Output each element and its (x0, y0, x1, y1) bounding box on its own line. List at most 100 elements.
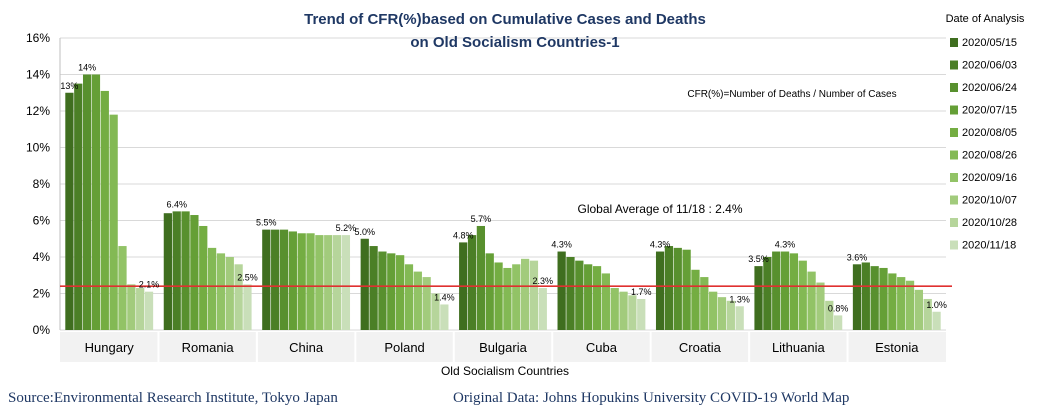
data-label: 4.3% (551, 240, 572, 250)
bar (91, 74, 101, 330)
bar (914, 289, 924, 330)
bar (905, 280, 915, 330)
legend-label: 2020/05/15 (962, 37, 1017, 49)
bar (538, 288, 547, 330)
category-label: Lithuania (772, 340, 826, 355)
x-axis-band (60, 332, 946, 362)
bar (807, 271, 816, 330)
source-note: Source:Environmental Research Institute,… (8, 390, 338, 406)
bar (315, 235, 324, 330)
data-label: 6.4% (166, 199, 187, 209)
bar (216, 253, 226, 330)
bar (225, 257, 234, 330)
bar (709, 291, 718, 330)
bar (628, 295, 637, 330)
data-labels-group: 13%14% 2.1% 6.4% 2.5% 5.5% 5.2%5.0% 1.4% 4.8% 5.… (60, 63, 946, 314)
bars-group (65, 74, 941, 331)
bar (136, 288, 145, 330)
bar (610, 288, 619, 330)
data-label: 4.8% (453, 230, 474, 240)
y-tick-label: 16% (26, 31, 50, 45)
chart-title-line-2: on Old Socialism Countries-1 (410, 34, 619, 51)
y-axis-tick-labels: 0% 2% 4% 6% 8% 10% 12% 14% 16% (26, 31, 50, 337)
bar (780, 251, 790, 330)
bar (494, 262, 503, 330)
legend-item: 2020/05/15 (950, 37, 1017, 49)
y-tick-label: 0% (33, 323, 51, 337)
data-label: 1.7% (631, 287, 652, 297)
legend-item: 2020/08/26 (950, 150, 1017, 162)
bar (682, 249, 691, 330)
y-tick-label: 8% (33, 177, 51, 191)
legend-label: 2020/06/03 (962, 60, 1017, 72)
bar (816, 282, 825, 330)
bar (306, 233, 315, 330)
bar (584, 264, 593, 330)
data-label: 3.6% (847, 252, 868, 262)
legend-swatch (950, 105, 958, 115)
bar (592, 266, 602, 330)
legend-label: 2020/10/28 (962, 217, 1017, 229)
data-label: 4.3% (775, 240, 796, 250)
grid-lines (59, 37, 946, 331)
legend-item: 2020/07/15 (950, 105, 1017, 117)
bar-group-cuba (557, 251, 646, 330)
data-label: 14% (78, 63, 96, 73)
legend-swatch (950, 195, 958, 205)
y-tick-label: 6% (33, 214, 51, 228)
data-label: 3.5% (748, 254, 769, 264)
bar (387, 253, 396, 330)
bar (144, 291, 154, 330)
data-label: 1.0% (926, 300, 947, 310)
bar (422, 277, 431, 330)
x-axis-title: Old Socialism Countries (441, 364, 569, 378)
data-label: 13% (60, 81, 78, 91)
bar (485, 253, 494, 330)
bar (717, 297, 727, 330)
bar-group-romania (163, 211, 252, 330)
bar (852, 264, 862, 330)
bar (288, 231, 297, 330)
bar (181, 211, 190, 330)
bar (655, 251, 665, 330)
category-label: Romania (182, 340, 235, 355)
bar-group-lithuania (754, 251, 843, 330)
bar (297, 233, 306, 330)
bar (279, 229, 289, 330)
data-label: 4.3% (650, 240, 671, 250)
category-label: Cuba (586, 340, 618, 355)
bar (404, 264, 414, 330)
legend-label: 2020/10/07 (962, 195, 1017, 207)
bar (243, 284, 252, 330)
y-tick-label: 14% (26, 68, 50, 82)
bar (118, 246, 127, 330)
legend-item: 2020/10/07 (950, 195, 1017, 207)
bar (82, 74, 92, 330)
legend-item: 2020/06/03 (950, 60, 1017, 72)
bar (601, 273, 610, 330)
data-label: 5.5% (256, 218, 277, 228)
bar (512, 264, 521, 330)
bar (109, 114, 118, 331)
bar (879, 267, 888, 330)
bar (754, 266, 763, 330)
legend-label: 2020/06/24 (962, 82, 1017, 94)
bar (190, 215, 199, 330)
bar (199, 225, 208, 330)
bar (234, 264, 243, 330)
data-label: 5.7% (471, 214, 492, 224)
bar (503, 267, 512, 330)
x-axis: Hungary Romania China Poland Bulgaria Cuba Cro… (60, 332, 946, 362)
cfr-formula-note: CFR(%)=Number of Deaths / Number of Case… (687, 89, 896, 100)
bar (897, 277, 906, 330)
bar (888, 273, 897, 330)
bar (467, 235, 477, 330)
legend-swatch (950, 38, 958, 47)
bar (431, 293, 440, 330)
category-label: Poland (384, 340, 424, 355)
bar (360, 238, 369, 330)
bar (207, 247, 217, 330)
y-tick-label: 12% (26, 104, 50, 118)
bar-group-croatia (655, 246, 744, 330)
y-tick-label: 2% (33, 287, 51, 301)
